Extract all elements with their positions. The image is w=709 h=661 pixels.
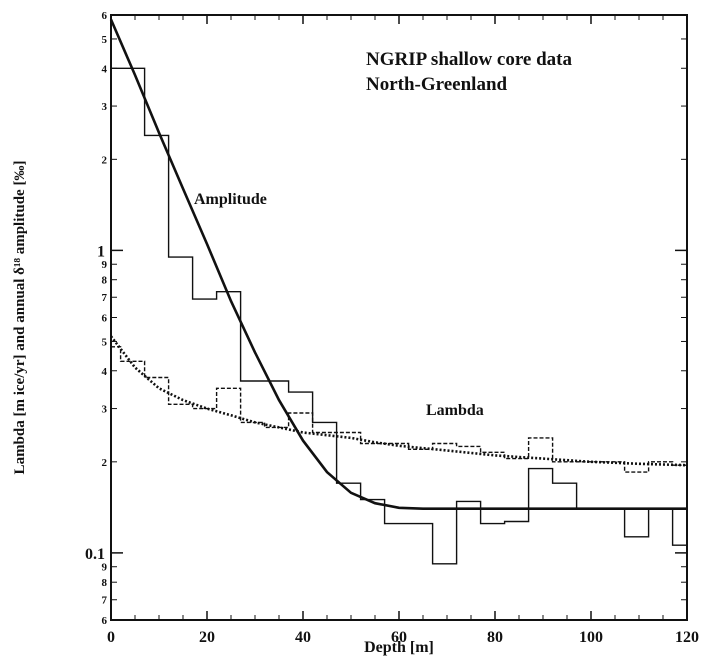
y-minor-tick-label: 5 xyxy=(102,336,108,348)
x-tick-label: 20 xyxy=(199,629,215,646)
y-major-tick-label: 1 xyxy=(97,243,105,260)
y-major-tick-label: 0.1 xyxy=(85,546,105,563)
y-minor-tick-label: 6 xyxy=(102,313,108,325)
series-group xyxy=(109,18,688,565)
series-label-amplitude: Amplitude xyxy=(194,191,267,208)
y-minor-tick-label: 8 xyxy=(102,275,108,287)
y-minor-tick-label: 2 xyxy=(102,154,108,166)
series-label-lambda: Lambda xyxy=(426,402,484,419)
x-tick-label: 60 xyxy=(391,629,407,646)
annotation-line-1: NGRIP shallow core data xyxy=(366,49,573,70)
x-tick-label: 40 xyxy=(295,629,311,646)
x-tick-label: 0 xyxy=(107,629,115,646)
y-minor-tick-label: 9 xyxy=(102,259,108,271)
plot-frame xyxy=(110,14,688,621)
y-minor-tick-label: 4 xyxy=(102,63,108,75)
series-line-lambda-fit xyxy=(109,335,688,467)
tick-group: 0 20 40 60 80 100 120 0.1 1 6 7 8 9 2 3 4 5 6 7 8 9 2 3 4 5 6 xyxy=(85,10,699,646)
y-minor-tick-label: 4 xyxy=(102,366,108,378)
y-axis-label: Lambda [m ice/yr] and annual δ¹⁸ amplitu… xyxy=(12,161,28,475)
y-minor-tick-label: 3 xyxy=(102,101,108,113)
y-minor-tick-label: 5 xyxy=(102,34,108,46)
y-minor-tick-label: 3 xyxy=(102,404,108,416)
y-minor-tick-label: 8 xyxy=(102,577,108,589)
x-tick-label: 80 xyxy=(487,629,503,646)
y-minor-tick-label: 6 xyxy=(102,615,108,627)
y-minor-tick-label: 6 xyxy=(102,10,108,22)
y-minor-tick-label: 9 xyxy=(102,562,108,574)
y-minor-tick-label: 2 xyxy=(102,457,108,469)
series-line-amplitude-fit xyxy=(109,18,687,510)
x-axis-label: Depth [m] xyxy=(364,639,434,656)
y-minor-tick-label: 7 xyxy=(102,292,108,304)
series-line-lambda xyxy=(111,346,687,473)
x-tick-label: 100 xyxy=(579,629,603,646)
series-line-amplitude xyxy=(111,67,687,565)
x-tick-label: 120 xyxy=(675,629,699,646)
y-minor-tick-label: 7 xyxy=(102,595,108,607)
annotation-line-2: North-Greenland xyxy=(366,74,508,95)
